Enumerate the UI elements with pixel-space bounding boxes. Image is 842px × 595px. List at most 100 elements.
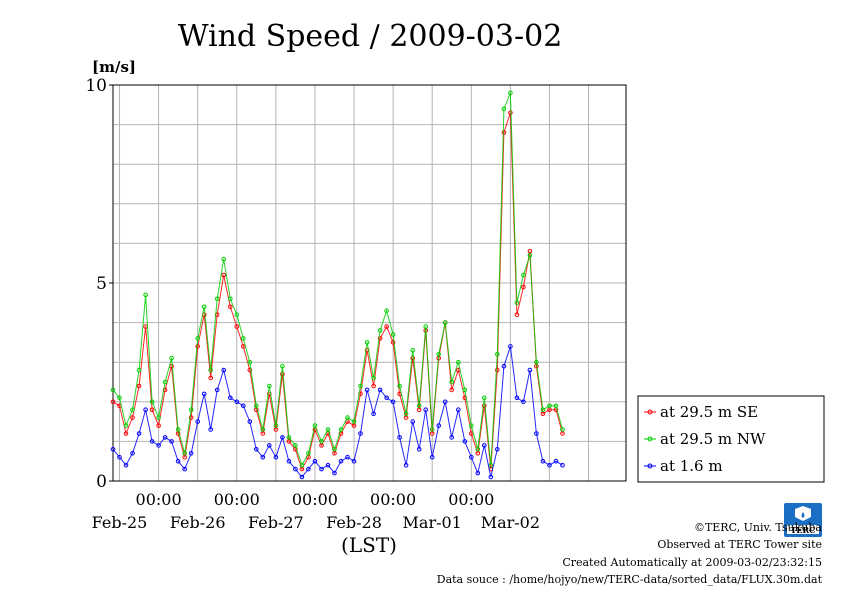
data-point [136, 431, 142, 436]
data-point [390, 332, 396, 337]
data-point [169, 439, 174, 444]
data-point [312, 458, 318, 464]
data-point [482, 395, 487, 401]
legend-marker [647, 409, 653, 415]
x-tick-date-label: Mar-01 [403, 513, 462, 532]
data-point [162, 379, 168, 385]
data-point [462, 439, 468, 444]
data-point [527, 367, 533, 373]
data-point [540, 407, 546, 413]
data-point [299, 474, 305, 480]
data-point [156, 415, 161, 420]
data-point [195, 419, 200, 424]
data-point [188, 415, 194, 420]
data-point [136, 383, 142, 389]
data-point [377, 387, 383, 393]
data-point [469, 423, 474, 428]
data-point [371, 383, 376, 389]
data-point [260, 427, 266, 432]
data-point [182, 451, 187, 456]
data-point [390, 340, 396, 345]
data-point [540, 458, 546, 464]
data-point [228, 296, 233, 302]
data-point [508, 90, 513, 96]
data-point [482, 403, 487, 409]
data-point [169, 355, 174, 361]
data-point [384, 324, 389, 329]
x-tick-time-label: 00:00 [136, 490, 182, 509]
data-point [306, 451, 311, 456]
data-point [306, 466, 311, 472]
data-point [345, 415, 350, 420]
series-line [112, 112, 563, 471]
data-point [201, 391, 207, 397]
data-point [397, 383, 402, 389]
data-point [514, 300, 520, 306]
legend-label: at 1.6 m [660, 457, 723, 475]
data-point [110, 387, 116, 393]
y-axis-unit: [m/s] [92, 58, 136, 76]
data-point [208, 375, 213, 381]
data-point [403, 462, 409, 468]
data-point [547, 403, 552, 409]
data-point [423, 407, 429, 413]
data-point [397, 435, 402, 440]
data-point [358, 383, 363, 389]
data-point [449, 435, 455, 440]
data-point [456, 359, 461, 365]
data-point [462, 387, 468, 393]
data-point [253, 447, 259, 452]
y-tick-label: 0 [96, 472, 107, 492]
series-line [112, 92, 563, 467]
data-point [110, 399, 116, 405]
data-point [267, 383, 272, 389]
data-point [495, 352, 500, 357]
data-point [338, 458, 344, 464]
data-point [188, 407, 194, 413]
data-point [488, 474, 494, 480]
series-2 [110, 344, 565, 480]
data-point [514, 312, 520, 318]
x-axis-label: (LST) [341, 533, 397, 557]
x-tick-time-label: 00:00 [370, 490, 416, 509]
x-tick-date-label: Mar-02 [481, 513, 540, 532]
data-point [560, 462, 565, 468]
data-point [214, 296, 220, 302]
data-point [553, 458, 559, 464]
data-point [384, 308, 389, 314]
data-point [325, 427, 331, 432]
series-1 [110, 90, 565, 468]
data-point [410, 355, 416, 361]
data-point [228, 304, 233, 310]
data-point [228, 395, 233, 401]
data-point [482, 443, 487, 448]
legend-marker [647, 436, 653, 442]
footer-copyright: ©TERC, Univ. Tsukuba [694, 521, 822, 534]
data-point [143, 292, 148, 298]
data-point [149, 439, 155, 444]
data-point [442, 399, 448, 405]
data-point [351, 419, 357, 424]
data-point [182, 466, 187, 472]
data-point [345, 454, 350, 460]
logo-text: TERC [790, 525, 815, 535]
legend-label: at 29.5 m SE [660, 403, 758, 421]
data-point [293, 443, 298, 448]
data-point [332, 470, 337, 476]
legend-items: at 29.5 m SE at 29.5 m NW at 1.6 m [644, 403, 766, 475]
data-point [130, 415, 135, 420]
data-point [410, 348, 416, 353]
data-point [117, 395, 122, 401]
data-point [123, 462, 129, 468]
data-point [436, 423, 442, 428]
data-point [188, 451, 194, 456]
data-point [149, 399, 155, 405]
data-point [403, 411, 409, 417]
data-point [319, 439, 324, 444]
data-point [286, 458, 292, 464]
data-point [130, 407, 135, 413]
data-point [338, 427, 344, 432]
y-tick-label: 10 [85, 76, 107, 96]
